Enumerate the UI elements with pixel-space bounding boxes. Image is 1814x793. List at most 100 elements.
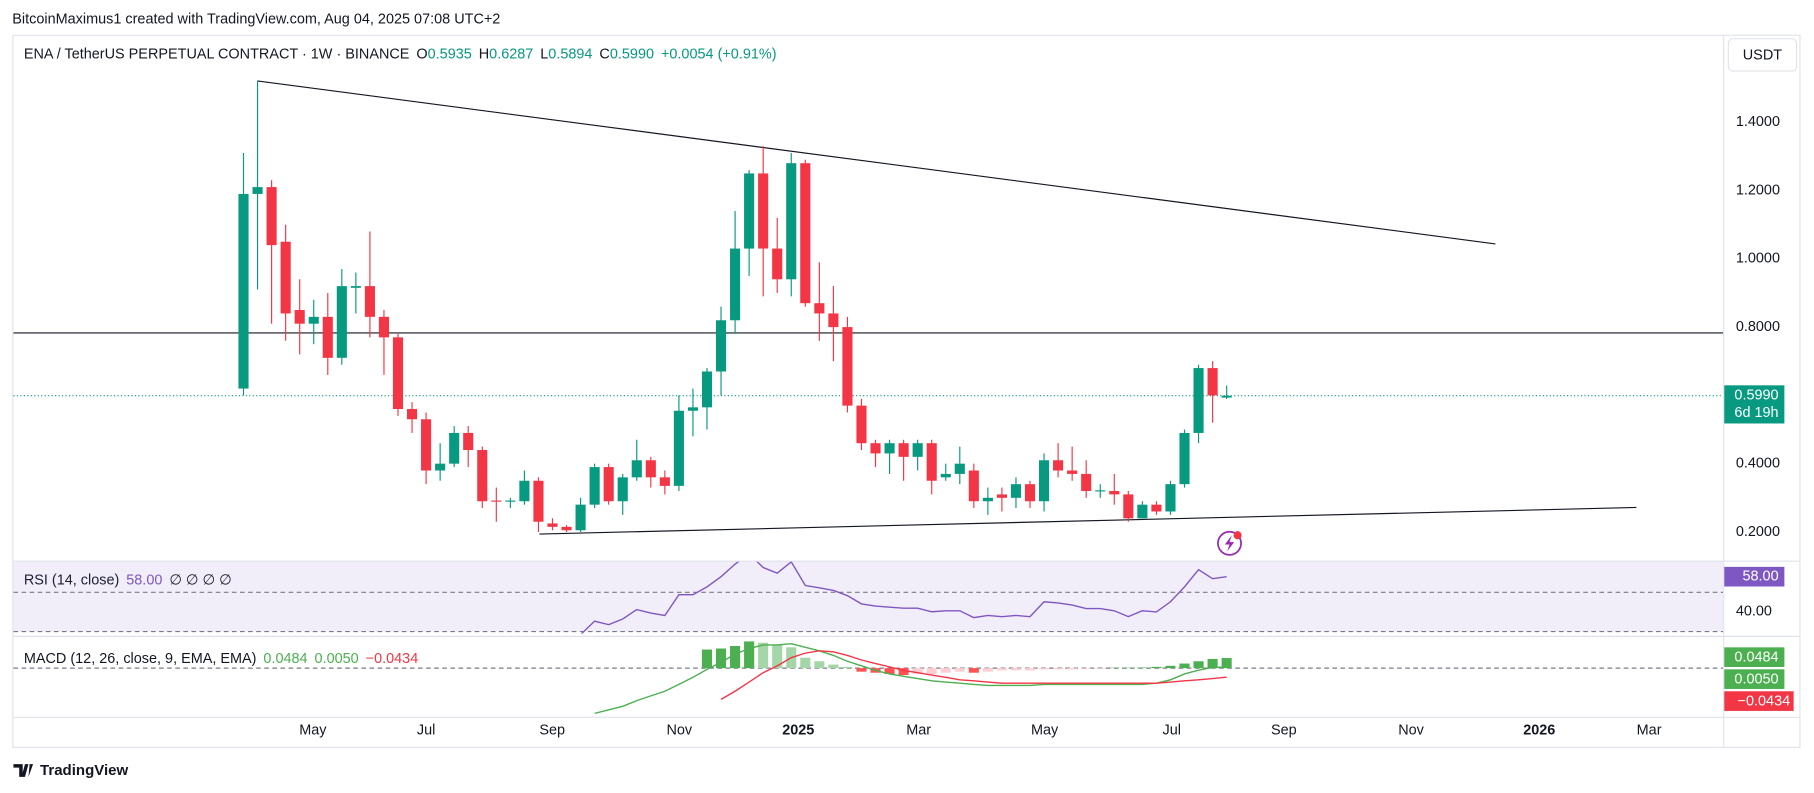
macd-histogram-bar	[926, 668, 937, 674]
logo	[13, 764, 34, 777]
candle-body	[477, 450, 488, 502]
candle-body	[1081, 473, 1092, 491]
rsi-tick-label: 40.00	[1736, 604, 1772, 620]
x-tick-label: Jul	[1162, 722, 1180, 738]
x-tick-label: May	[1031, 722, 1059, 738]
candle-body	[519, 480, 530, 502]
x-tick-label: Sep	[1271, 722, 1297, 738]
macd-histogram-bar	[940, 668, 951, 673]
candle-body	[238, 193, 249, 389]
candle-body	[800, 163, 811, 304]
legend-value: 0.6287	[489, 46, 533, 62]
candle-body	[926, 443, 937, 481]
x-tick-label: Jul	[417, 722, 435, 738]
macd-histogram-bar	[1095, 668, 1106, 669]
signal-line	[720, 650, 1227, 701]
currency[interactable]: USDT	[1743, 47, 1782, 63]
macd-histogram-bar	[744, 641, 755, 669]
candle-body	[491, 500, 502, 502]
legend-label: O	[416, 46, 427, 62]
badge	[1724, 691, 1794, 711]
rsi-badge	[1724, 566, 1785, 587]
macd-line	[594, 643, 1227, 715]
candle-body	[392, 337, 404, 410]
frame	[12, 34, 1801, 748]
macd-histogram-bar	[1081, 668, 1092, 669]
y-tick-label: 0.4000	[1736, 455, 1780, 471]
macd-value: 0.0050	[315, 651, 359, 667]
macd-histogram-bar	[982, 668, 993, 672]
rsi-title: RSI (14, close)	[24, 572, 119, 588]
macd-histogram-bar	[954, 668, 965, 672]
footer: TradingView	[40, 762, 128, 779]
candle-body	[280, 241, 291, 314]
macd-histogram-bar	[701, 649, 713, 669]
macd-histogram-bar	[800, 657, 811, 669]
candle-body	[350, 286, 361, 288]
badge	[1724, 669, 1785, 689]
rsi-line	[580, 561, 1227, 634]
badge-label: 0.0484	[1734, 650, 1778, 666]
candle-body	[786, 163, 797, 280]
legend-change: +0.0054 (+0.91%)	[661, 46, 777, 62]
macd-histogram-bar	[1024, 668, 1036, 671]
candle-body	[730, 248, 741, 321]
x-tick-label: Nov	[1398, 722, 1424, 738]
candle-body	[758, 173, 769, 249]
candle-body	[589, 467, 600, 505]
x-tick-label: 2025	[782, 722, 814, 738]
candle-body	[968, 470, 979, 502]
candle-body	[406, 409, 418, 420]
candle-body	[1067, 470, 1078, 474]
macd-histogram-bar	[1067, 668, 1078, 670]
badge	[1724, 647, 1785, 667]
candle-body	[505, 500, 516, 502]
rsi-pane	[13, 561, 1724, 634]
x-tick-label: Mar	[1637, 722, 1662, 738]
macd-histogram-bar	[730, 646, 741, 669]
x-tick-label: Mar	[906, 722, 931, 738]
macd-pane	[13, 641, 1724, 715]
legend-label: H	[479, 46, 489, 62]
candle-body	[1179, 432, 1190, 485]
candle-body	[687, 407, 698, 411]
currency-button[interactable]	[1727, 38, 1798, 72]
candle-body	[252, 187, 263, 194]
candle-body	[1123, 494, 1134, 519]
candle-body	[701, 371, 713, 408]
legend-value: 0.5990	[610, 46, 654, 62]
trend-line	[539, 506, 1637, 535]
macd-histogram-bar	[1137, 667, 1148, 669]
candle-body	[772, 248, 783, 280]
candle-body	[463, 432, 474, 451]
candle-body	[898, 443, 909, 457]
price-badge-label: 0.5990	[1734, 388, 1778, 404]
macd-histogram-bar	[1053, 668, 1064, 670]
candle-body	[322, 316, 333, 358]
badge-label: 0.0050	[1734, 672, 1778, 688]
candle-body	[1207, 368, 1218, 396]
candle-body	[912, 443, 923, 457]
candle-body	[435, 463, 446, 471]
candle-body	[673, 410, 684, 486]
candle-body	[1053, 460, 1064, 471]
candle-body	[828, 313, 839, 328]
candle-body	[1193, 368, 1204, 433]
event-icon[interactable]	[1217, 530, 1242, 556]
header: BitcoinMaximus1 created with TradingView…	[12, 11, 500, 27]
candle-body	[1151, 504, 1162, 512]
macd-histogram-bar	[1179, 663, 1190, 669]
macd-title: MACD (12, 26, close, 9, EMA, EMA)	[24, 651, 257, 667]
candle-body	[996, 494, 1007, 498]
legend-value: 0.5894	[548, 46, 592, 62]
candle-body	[940, 473, 951, 478]
legend-label: C	[599, 46, 609, 62]
macd-histogram-bar	[1151, 666, 1162, 669]
candle-body	[378, 316, 390, 338]
candle-body	[617, 477, 628, 502]
candle-body	[449, 432, 460, 464]
macd-histogram-bar	[968, 668, 979, 673]
candle-body	[631, 460, 642, 478]
